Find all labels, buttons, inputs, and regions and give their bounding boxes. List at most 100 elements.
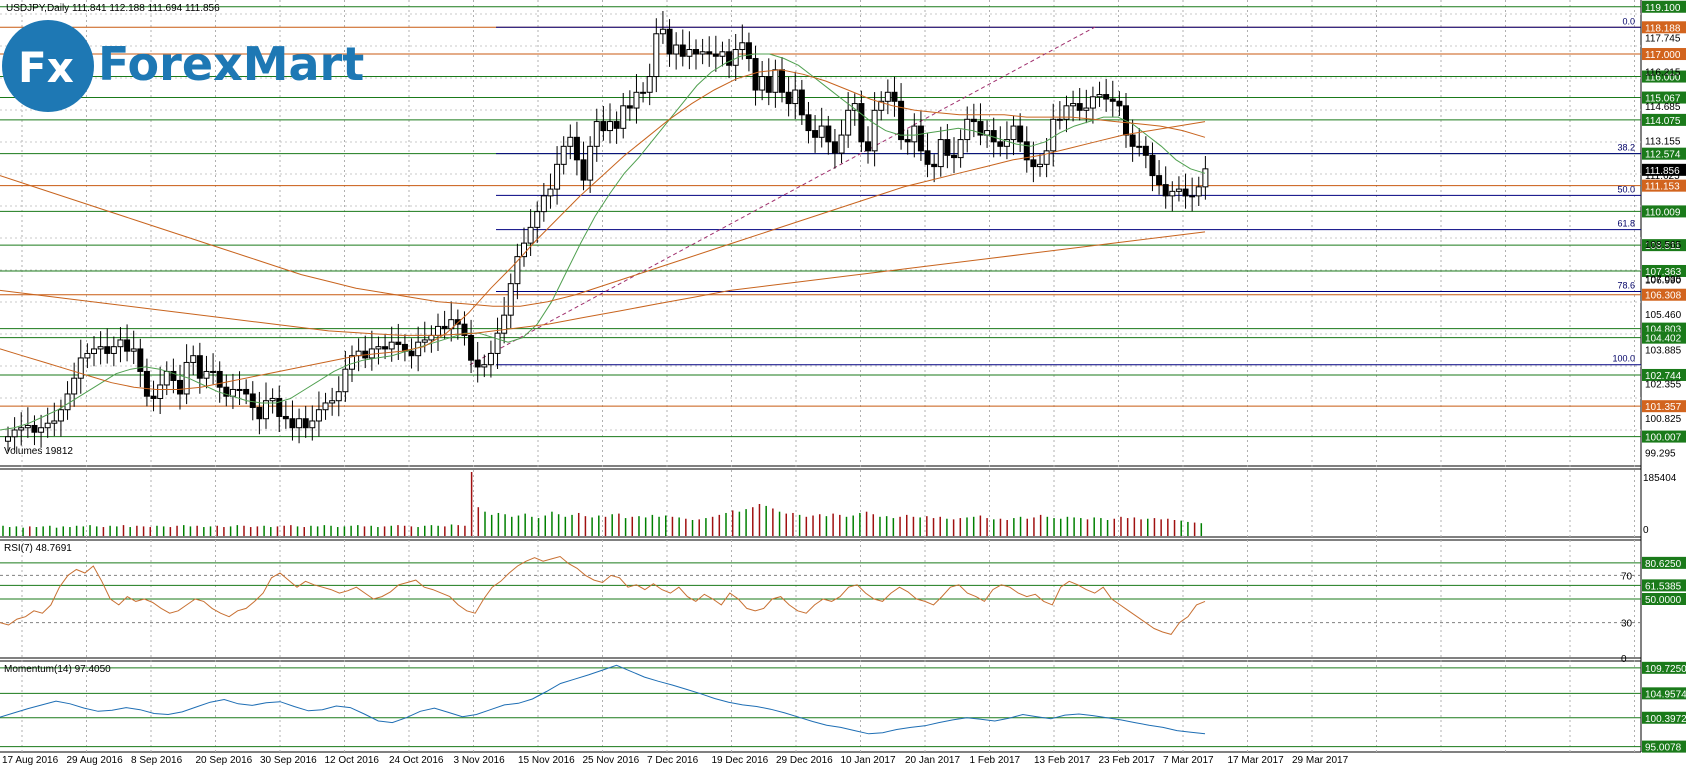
candle[interactable] xyxy=(567,124,574,160)
candle[interactable] xyxy=(150,380,157,412)
candle[interactable] xyxy=(931,154,938,183)
candle[interactable] xyxy=(322,392,329,420)
candle[interactable] xyxy=(1003,121,1010,160)
candle[interactable] xyxy=(534,201,541,243)
candle[interactable] xyxy=(468,319,475,374)
candle[interactable] xyxy=(593,108,600,162)
candle[interactable] xyxy=(368,330,375,371)
candle[interactable] xyxy=(1103,79,1110,112)
candle[interactable] xyxy=(249,381,256,421)
candle[interactable] xyxy=(1189,177,1196,212)
candle[interactable] xyxy=(256,391,263,435)
candle[interactable] xyxy=(1202,156,1209,200)
candle[interactable] xyxy=(779,56,785,103)
candle[interactable] xyxy=(1162,166,1169,209)
candle[interactable] xyxy=(527,209,534,256)
candle[interactable] xyxy=(997,126,1004,157)
candle[interactable] xyxy=(825,115,832,155)
candle[interactable] xyxy=(507,273,514,329)
candle[interactable] xyxy=(342,350,349,402)
candle[interactable] xyxy=(1076,88,1083,121)
candle[interactable] xyxy=(157,366,164,414)
candle[interactable] xyxy=(137,338,144,387)
candle[interactable] xyxy=(421,321,428,353)
candle[interactable] xyxy=(243,379,250,405)
candle[interactable] xyxy=(1017,113,1024,152)
candle[interactable] xyxy=(924,132,931,178)
candle[interactable] xyxy=(686,31,693,70)
candle[interactable] xyxy=(633,74,640,124)
candle[interactable] xyxy=(223,374,230,407)
candle[interactable] xyxy=(1043,137,1050,178)
candle[interactable] xyxy=(481,354,488,378)
candle[interactable] xyxy=(117,327,124,363)
candle[interactable] xyxy=(216,361,223,403)
candle[interactable] xyxy=(474,341,481,383)
candle[interactable] xyxy=(236,371,243,405)
candle[interactable] xyxy=(587,136,594,193)
candle[interactable] xyxy=(699,38,706,65)
candle[interactable] xyxy=(752,45,759,106)
candle[interactable] xyxy=(626,90,633,121)
candle[interactable] xyxy=(335,376,342,417)
candle[interactable] xyxy=(772,59,779,108)
candle[interactable] xyxy=(977,103,984,146)
candle[interactable] xyxy=(448,301,455,342)
candle[interactable] xyxy=(540,183,547,222)
candle[interactable] xyxy=(1030,141,1037,183)
candle[interactable] xyxy=(891,76,898,117)
candle[interactable] xyxy=(177,364,183,410)
candle[interactable] xyxy=(646,63,653,106)
candle[interactable] xyxy=(210,353,217,385)
candle[interactable] xyxy=(44,407,51,438)
candle[interactable] xyxy=(1010,115,1017,156)
candle[interactable] xyxy=(1070,90,1077,122)
candle[interactable] xyxy=(951,137,957,174)
candle[interactable] xyxy=(104,328,111,364)
candle[interactable] xyxy=(726,38,733,79)
candle[interactable] xyxy=(1175,176,1182,202)
candle[interactable] xyxy=(77,339,84,394)
candle[interactable] xyxy=(865,126,871,164)
candle[interactable] xyxy=(693,39,699,70)
candle[interactable] xyxy=(1037,154,1043,177)
candle[interactable] xyxy=(375,336,382,365)
candle[interactable] xyxy=(620,92,627,139)
candle[interactable] xyxy=(296,408,303,444)
candle[interactable] xyxy=(970,103,977,138)
candle[interactable] xyxy=(263,382,269,429)
candle[interactable] xyxy=(329,387,336,416)
candle[interactable] xyxy=(613,111,620,144)
candle[interactable] xyxy=(24,407,31,438)
candle[interactable] xyxy=(805,101,812,144)
candle[interactable] xyxy=(884,79,891,115)
volume-panel[interactable] xyxy=(2,472,1203,536)
candle[interactable] xyxy=(640,82,647,103)
candle[interactable] xyxy=(401,334,408,362)
candle[interactable] xyxy=(739,24,746,60)
candle[interactable] xyxy=(759,61,766,101)
candle[interactable] xyxy=(871,92,878,167)
candle[interactable] xyxy=(719,41,726,67)
candle[interactable] xyxy=(1156,160,1163,195)
price-panel[interactable]: 0.0 38.2 50.0 61.8 78.6 100.0 xyxy=(0,6,1641,452)
candle[interactable] xyxy=(944,124,951,169)
candle[interactable] xyxy=(494,317,501,369)
candle[interactable] xyxy=(190,345,197,376)
candle[interactable] xyxy=(382,333,389,360)
candle[interactable] xyxy=(282,400,289,429)
candle[interactable] xyxy=(229,373,236,410)
candle[interactable] xyxy=(1129,119,1136,162)
candle[interactable] xyxy=(745,32,752,72)
candle[interactable] xyxy=(1149,142,1156,192)
candle[interactable] xyxy=(1050,103,1057,167)
candle[interactable] xyxy=(130,330,137,365)
candle[interactable] xyxy=(362,335,369,369)
candle[interactable] xyxy=(435,313,441,351)
candle[interactable] xyxy=(203,355,210,389)
candle[interactable] xyxy=(97,331,104,365)
candle[interactable] xyxy=(1056,101,1063,130)
candle[interactable] xyxy=(183,344,190,405)
candle[interactable] xyxy=(904,129,911,155)
